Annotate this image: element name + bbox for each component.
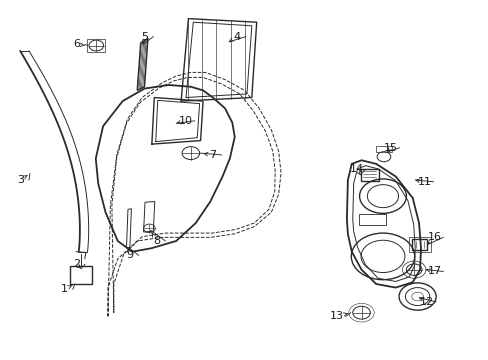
- Text: 11: 11: [417, 177, 431, 187]
- Text: 7: 7: [209, 150, 216, 160]
- Text: 15: 15: [383, 143, 397, 153]
- Text: 6: 6: [73, 40, 80, 49]
- Text: 16: 16: [427, 232, 441, 242]
- Text: 2: 2: [73, 259, 80, 269]
- Text: 17: 17: [427, 266, 441, 276]
- Text: 9: 9: [126, 250, 133, 260]
- Text: 14: 14: [349, 164, 363, 174]
- Text: 8: 8: [153, 236, 160, 246]
- Text: 12: 12: [419, 297, 433, 307]
- Text: 5: 5: [141, 32, 148, 41]
- Text: 4: 4: [233, 32, 240, 41]
- Text: 1: 1: [61, 284, 67, 294]
- Text: 3: 3: [17, 175, 23, 185]
- Text: 13: 13: [329, 311, 344, 321]
- Text: 10: 10: [179, 116, 193, 126]
